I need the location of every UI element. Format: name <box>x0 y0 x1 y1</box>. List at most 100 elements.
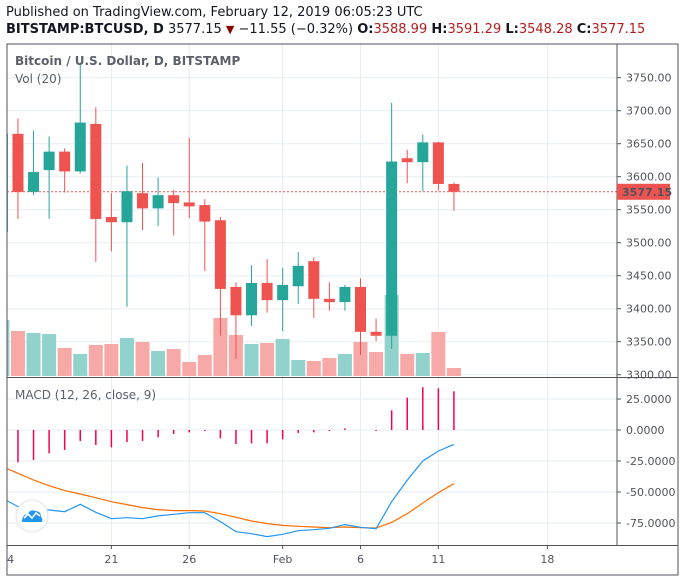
macd-tick-label: -75.0000 <box>626 517 675 530</box>
candle-up <box>339 286 351 303</box>
volume-bar <box>244 344 259 376</box>
volume-bars <box>7 295 461 376</box>
volume-bar <box>10 331 25 376</box>
time-tick-label: 6 <box>357 553 364 566</box>
time-tick-label: 4 <box>7 553 14 566</box>
low-value: 3548.28 <box>518 22 573 37</box>
volume-bar <box>135 342 150 376</box>
volume-bar <box>7 320 10 376</box>
candle-up <box>277 284 289 301</box>
candle-down <box>183 202 195 207</box>
time-tick-label: 18 <box>540 553 554 566</box>
price-tick-label: 3450.00 <box>626 270 672 283</box>
volume-bar <box>431 332 446 376</box>
candle-down <box>168 195 180 204</box>
last-price-tag-text: 3577.15 <box>622 186 672 199</box>
volume-bar <box>182 362 197 376</box>
candle-down <box>432 142 444 184</box>
last-price: 3577.15 <box>167 22 222 37</box>
tradingview-logo-button[interactable] <box>15 499 49 533</box>
down-triangle-icon: ▼ <box>225 23 235 36</box>
symbol-summary: BITSTAMP:BTCUSD, D 3577.15 ▼ −11.55 (−0.… <box>6 22 645 37</box>
volume-bar <box>400 354 415 376</box>
volume-bar <box>415 353 430 376</box>
macd-line <box>7 443 455 538</box>
candle-down <box>105 216 117 223</box>
candle-up <box>43 151 55 171</box>
candle-down <box>323 298 335 303</box>
open-value: 3588.99 <box>373 22 428 37</box>
volume-bar <box>166 349 181 376</box>
low-label: L: <box>505 22 519 37</box>
volume-bar <box>291 360 306 376</box>
candle-down <box>214 220 226 289</box>
price-tick-label: 3750.00 <box>626 72 672 85</box>
time-tick-label: Feb <box>273 553 292 566</box>
candle-down <box>355 286 367 332</box>
price-tick-label: 3650.00 <box>626 138 672 151</box>
candles <box>7 62 460 359</box>
volume-bar <box>73 354 88 376</box>
price-change: −11.55 (−0.32%) <box>238 22 354 37</box>
volume-bar <box>42 334 57 376</box>
volume-bar <box>197 355 212 376</box>
candle-down <box>59 151 71 172</box>
volume-bar <box>119 338 134 376</box>
axes: 3750.00 3700.00 3650.00 3600.00 3550.00 3500.… <box>6 72 675 566</box>
last-price-tag: 3577.15 <box>617 183 672 200</box>
volume-bar <box>306 361 321 376</box>
candle-up <box>121 191 133 223</box>
candle-down <box>261 282 273 301</box>
close-label: C: <box>576 22 592 37</box>
published-caption: Published on TradingView.com, February 1… <box>6 5 423 20</box>
close-value: 3577.15 <box>591 22 646 37</box>
macd-tick-label: 0.0000 <box>626 424 665 437</box>
price-tick-label: 3600.00 <box>626 171 672 184</box>
price-tick-label: 3500.00 <box>626 237 672 250</box>
candle-up <box>417 142 429 163</box>
candle-up <box>246 282 258 316</box>
high-value: 3591.29 <box>447 22 502 37</box>
volume-bar <box>369 352 384 376</box>
candle-up <box>152 195 164 209</box>
candle-down <box>12 133 24 192</box>
volume-bar <box>151 351 166 376</box>
candle-down <box>401 158 413 163</box>
time-tick-label: 26 <box>182 553 196 566</box>
candle-up <box>74 122 86 172</box>
candle-down <box>199 205 211 222</box>
candle-up <box>386 161 398 336</box>
macd-tick-label: -25.0000 <box>626 455 675 468</box>
price-tick-label: 3700.00 <box>626 105 672 118</box>
chart-frame <box>6 43 679 576</box>
symbol-name: BITSTAMP:BTCUSD, D <box>6 22 164 37</box>
high-label: H: <box>431 22 448 37</box>
volume-bar <box>213 318 228 376</box>
time-tick-label: 21 <box>104 553 118 566</box>
volume-bar <box>337 354 352 376</box>
volume-bar <box>104 344 119 376</box>
candle-up <box>292 265 304 287</box>
volume-bar <box>446 368 461 376</box>
candle-up <box>28 172 40 192</box>
open-label: O: <box>357 22 374 37</box>
macd-series <box>7 387 455 538</box>
price-tick-label: 3350.00 <box>626 336 672 349</box>
volume-bar <box>57 348 72 376</box>
candle-down <box>90 123 102 219</box>
volume-bar <box>260 343 275 376</box>
volume-legend: Vol (20) <box>15 72 61 86</box>
price-tick-label: 3550.00 <box>626 204 672 217</box>
volume-bar <box>322 358 337 376</box>
candle-down <box>370 331 382 336</box>
macd-legend: MACD (12, 26, close, 9) <box>15 388 156 402</box>
candle-down <box>448 183 460 192</box>
price-tick-label: 3300.00 <box>626 369 672 382</box>
volume-bar <box>26 333 41 376</box>
signal-line <box>7 467 455 529</box>
volume-bar <box>275 339 290 376</box>
volume-bar <box>353 342 368 376</box>
candle-down <box>137 193 149 209</box>
price-pane-title: Bitcoin / U.S. Dollar, D, BITSTAMP <box>15 54 240 68</box>
